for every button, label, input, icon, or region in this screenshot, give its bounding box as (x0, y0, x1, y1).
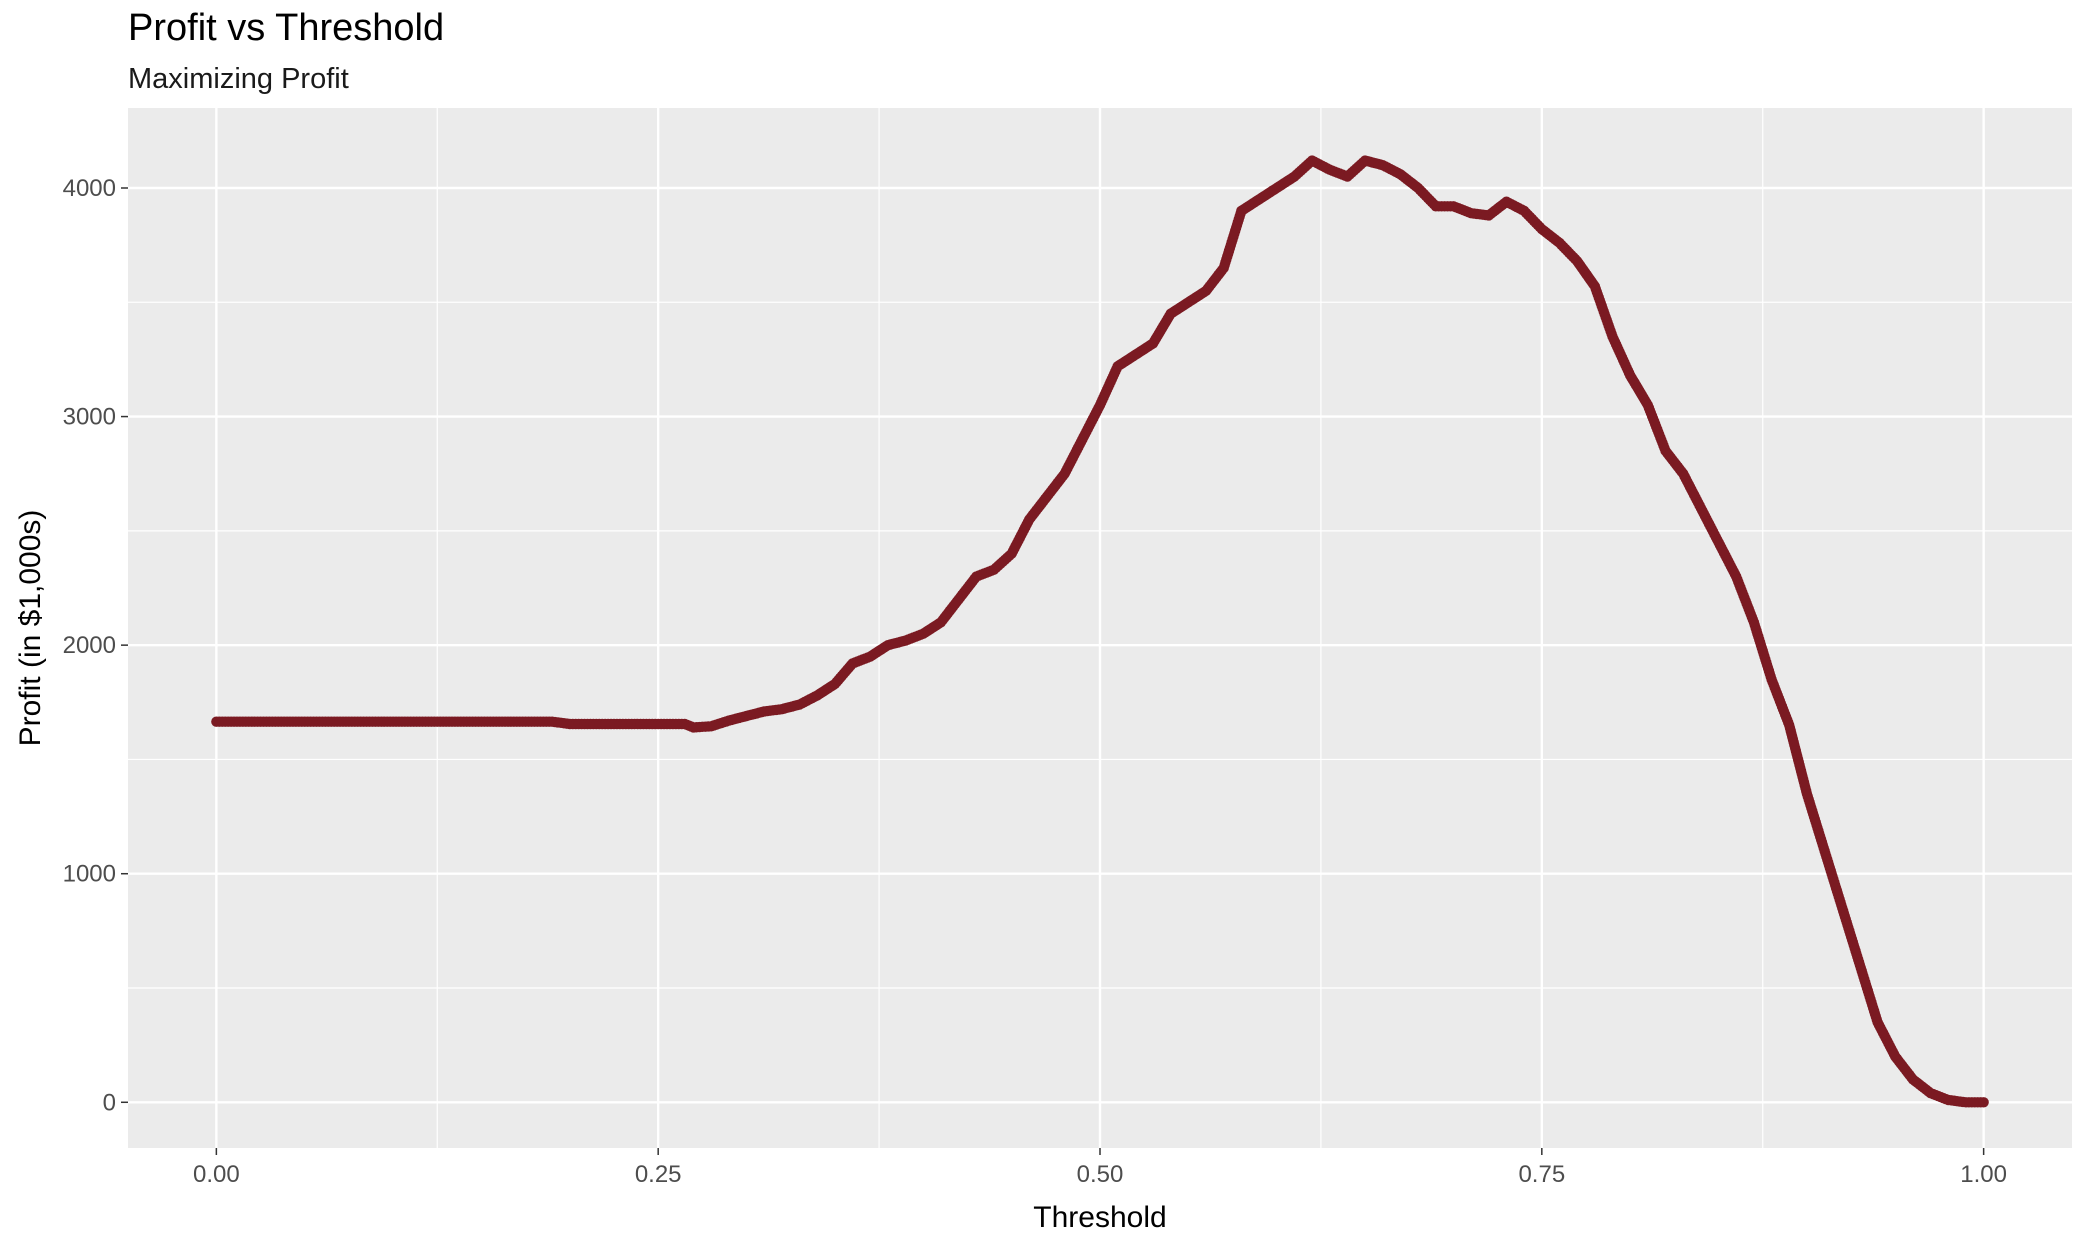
data-points (211, 155, 1989, 1108)
y-tick-label: 3000 (63, 404, 116, 431)
y-tick-label: 1000 (63, 861, 116, 888)
x-tick-label: 0.75 (1518, 1161, 1565, 1188)
x-tick-label: 0.25 (635, 1161, 682, 1188)
x-tick-label: 0.00 (193, 1161, 240, 1188)
y-tick-label: 0 (103, 1089, 116, 1116)
chart-subtitle: Maximizing Profit (128, 63, 349, 95)
y-axis: 0 1000 2000 3000 4000 (63, 175, 128, 1116)
y-tick-label: 2000 (63, 632, 116, 659)
y-tick-label: 4000 (63, 175, 116, 202)
x-tick-label: 1.00 (1960, 1161, 2007, 1188)
y-axis-title: Profit (in $1,000s) (14, 510, 47, 747)
gridlines (128, 108, 2072, 1148)
chart-title: Profit vs Threshold (128, 7, 444, 49)
x-axis-title: Threshold (1033, 1201, 1166, 1234)
data-point (1978, 1097, 1989, 1108)
x-tick-label: 0.50 (1077, 1161, 1124, 1188)
x-axis: 0.00 0.25 0.50 0.75 1.00 (193, 1148, 2007, 1188)
